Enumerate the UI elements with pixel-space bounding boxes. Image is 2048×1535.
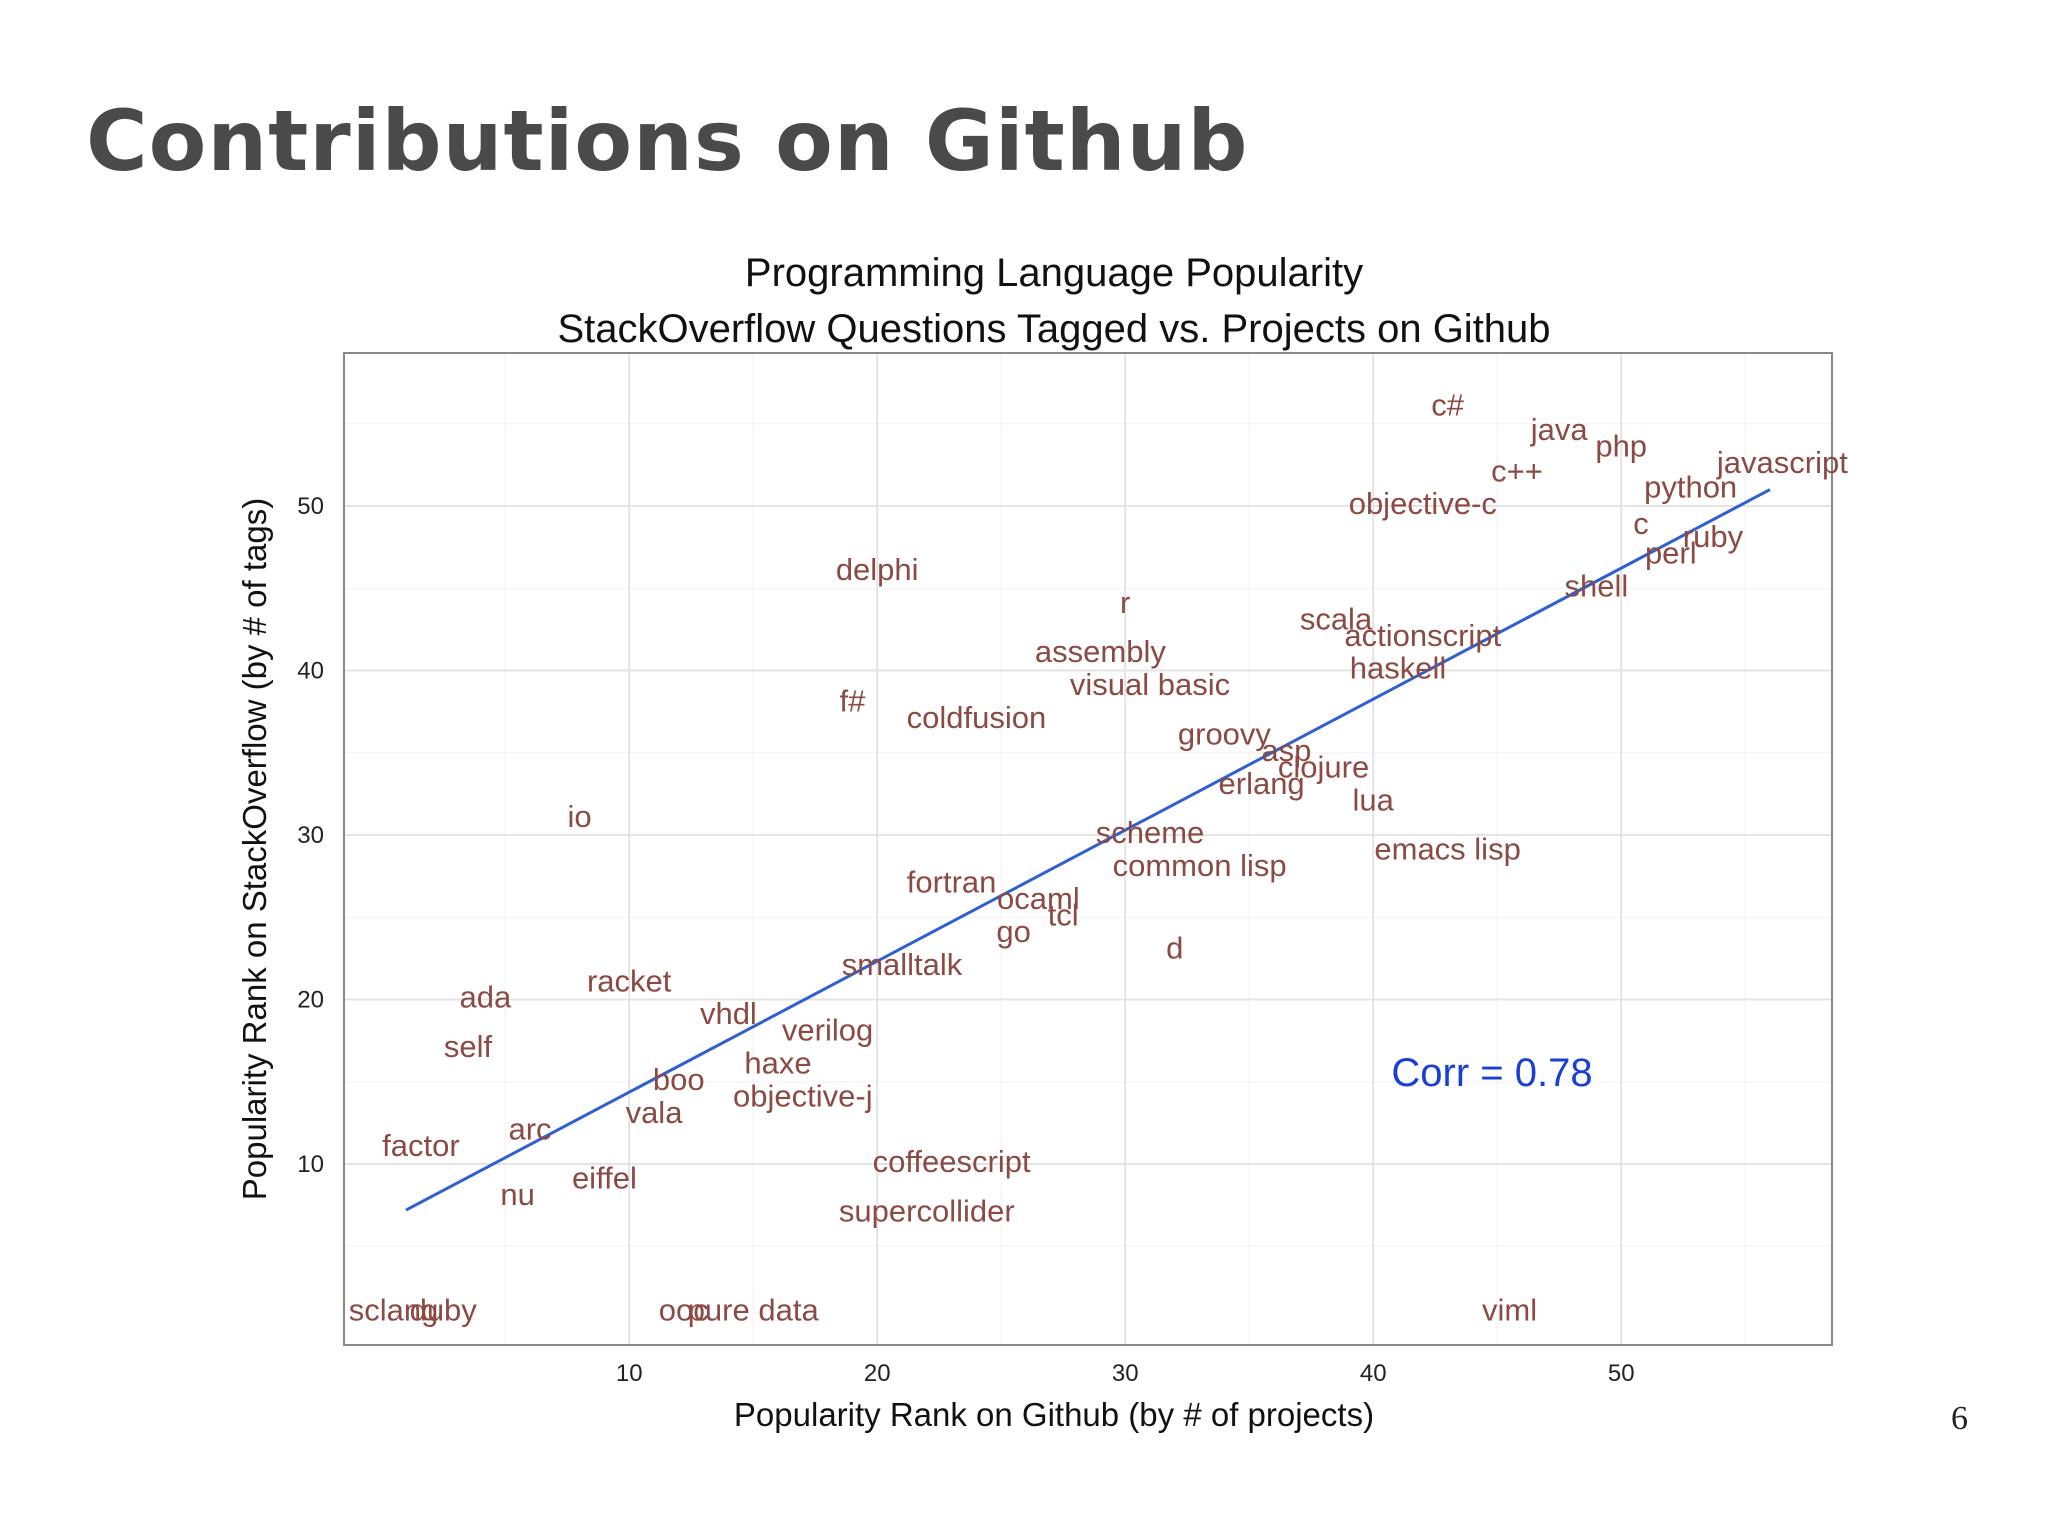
point-label: supercollider xyxy=(839,1194,1015,1229)
chart-title-line-2: StackOverflow Questions Tagged vs. Proje… xyxy=(557,307,1550,351)
point-label: racket xyxy=(587,963,672,998)
point-label: visual basic xyxy=(1070,667,1230,702)
point-label: delphi xyxy=(836,552,919,587)
point-label: shell xyxy=(1565,568,1629,603)
point-label: coffeescript xyxy=(873,1144,1031,1179)
point-label: fortran xyxy=(907,865,997,900)
point-label: haskell xyxy=(1350,651,1447,686)
y-axis-label: Popularity Rank on StackOverflow (by # o… xyxy=(236,498,273,1200)
point-label: eiffel xyxy=(572,1161,637,1196)
point-label: perl xyxy=(1645,536,1697,571)
y-tick-label: 10 xyxy=(297,1151,324,1178)
point-label: groovy xyxy=(1178,716,1272,751)
point-label: ruby xyxy=(1683,519,1744,554)
point-label: c++ xyxy=(1491,453,1543,488)
point-label: java xyxy=(1530,412,1589,447)
point-label: objective-j xyxy=(733,1078,873,1113)
point-label: common lisp xyxy=(1113,848,1287,883)
x-tick-label: 20 xyxy=(864,1360,891,1387)
point-label: factor xyxy=(382,1128,460,1163)
point-label: verilog xyxy=(782,1013,873,1048)
point-label: coldfusion xyxy=(907,700,1047,735)
point-label: pure data xyxy=(688,1292,820,1327)
chart-title-line-1: Programming Language Popularity xyxy=(745,251,1363,295)
point-label: arc xyxy=(508,1111,551,1146)
trend-line xyxy=(405,488,1771,1212)
x-tick-label: 40 xyxy=(1360,1360,1387,1387)
point-label: erlang xyxy=(1219,766,1305,801)
point-label: tcl xyxy=(1048,897,1079,932)
point-label: c xyxy=(1633,506,1649,541)
point-label: smalltalk xyxy=(842,947,963,982)
page-number: 6 xyxy=(1951,1400,1968,1437)
point-label: python xyxy=(1644,470,1737,505)
point-label: emacs lisp xyxy=(1374,832,1520,867)
point-label: self xyxy=(444,1029,493,1064)
point-label: c# xyxy=(1431,387,1465,422)
y-tick-label: 50 xyxy=(297,493,324,520)
point-label: lua xyxy=(1353,782,1395,817)
slide-title: Contributions on Github xyxy=(86,92,1249,190)
point-label: objective-c xyxy=(1349,486,1497,521)
point-label: d xyxy=(1166,930,1183,965)
point-label: javascript xyxy=(1716,445,1848,480)
point-label: ooc xyxy=(659,1292,709,1327)
x-tick-label: 30 xyxy=(1112,1360,1139,1387)
point-label: ocaml xyxy=(997,881,1080,916)
plot-panel xyxy=(343,352,1833,1346)
y-tick-label: 40 xyxy=(297,658,324,685)
point-label: php xyxy=(1595,429,1647,464)
point-label: duby xyxy=(410,1292,478,1327)
point-label: nu xyxy=(500,1177,534,1212)
point-label: sclang xyxy=(349,1292,439,1327)
point-label: io xyxy=(568,799,592,834)
point-label: actionscript xyxy=(1344,618,1501,653)
point-label: vhdl xyxy=(700,996,757,1031)
point-label: haxe xyxy=(744,1046,811,1081)
x-axis-ticks: 10 20 30 40 50 xyxy=(616,1360,1635,1387)
point-label: assembly xyxy=(1035,634,1166,669)
x-axis-label: Popularity Rank on Github (by # of proje… xyxy=(734,1396,1374,1433)
y-tick-label: 30 xyxy=(297,822,324,849)
point-label: viml xyxy=(1482,1292,1537,1327)
point-label: r xyxy=(1120,585,1130,620)
point-label: boo xyxy=(653,1062,705,1097)
y-axis-ticks: 10 20 30 40 50 xyxy=(297,493,324,1178)
point-label: asp xyxy=(1261,733,1311,768)
x-tick-label: 10 xyxy=(616,1360,643,1387)
point-label: ada xyxy=(459,980,511,1015)
point-label: go xyxy=(996,914,1030,949)
point-labels: c# java php javascript c++ python objective-c c… xyxy=(349,387,1848,1327)
x-tick-label: 50 xyxy=(1608,1360,1635,1387)
y-tick-label: 20 xyxy=(297,987,324,1014)
point-label: scala xyxy=(1300,601,1373,636)
point-label: vala xyxy=(626,1095,684,1130)
correlation-annotation: Corr = 0.78 xyxy=(1391,1051,1592,1095)
point-label: clojure xyxy=(1278,749,1369,784)
point-label: f# xyxy=(839,684,866,719)
point-label: scheme xyxy=(1096,815,1205,850)
